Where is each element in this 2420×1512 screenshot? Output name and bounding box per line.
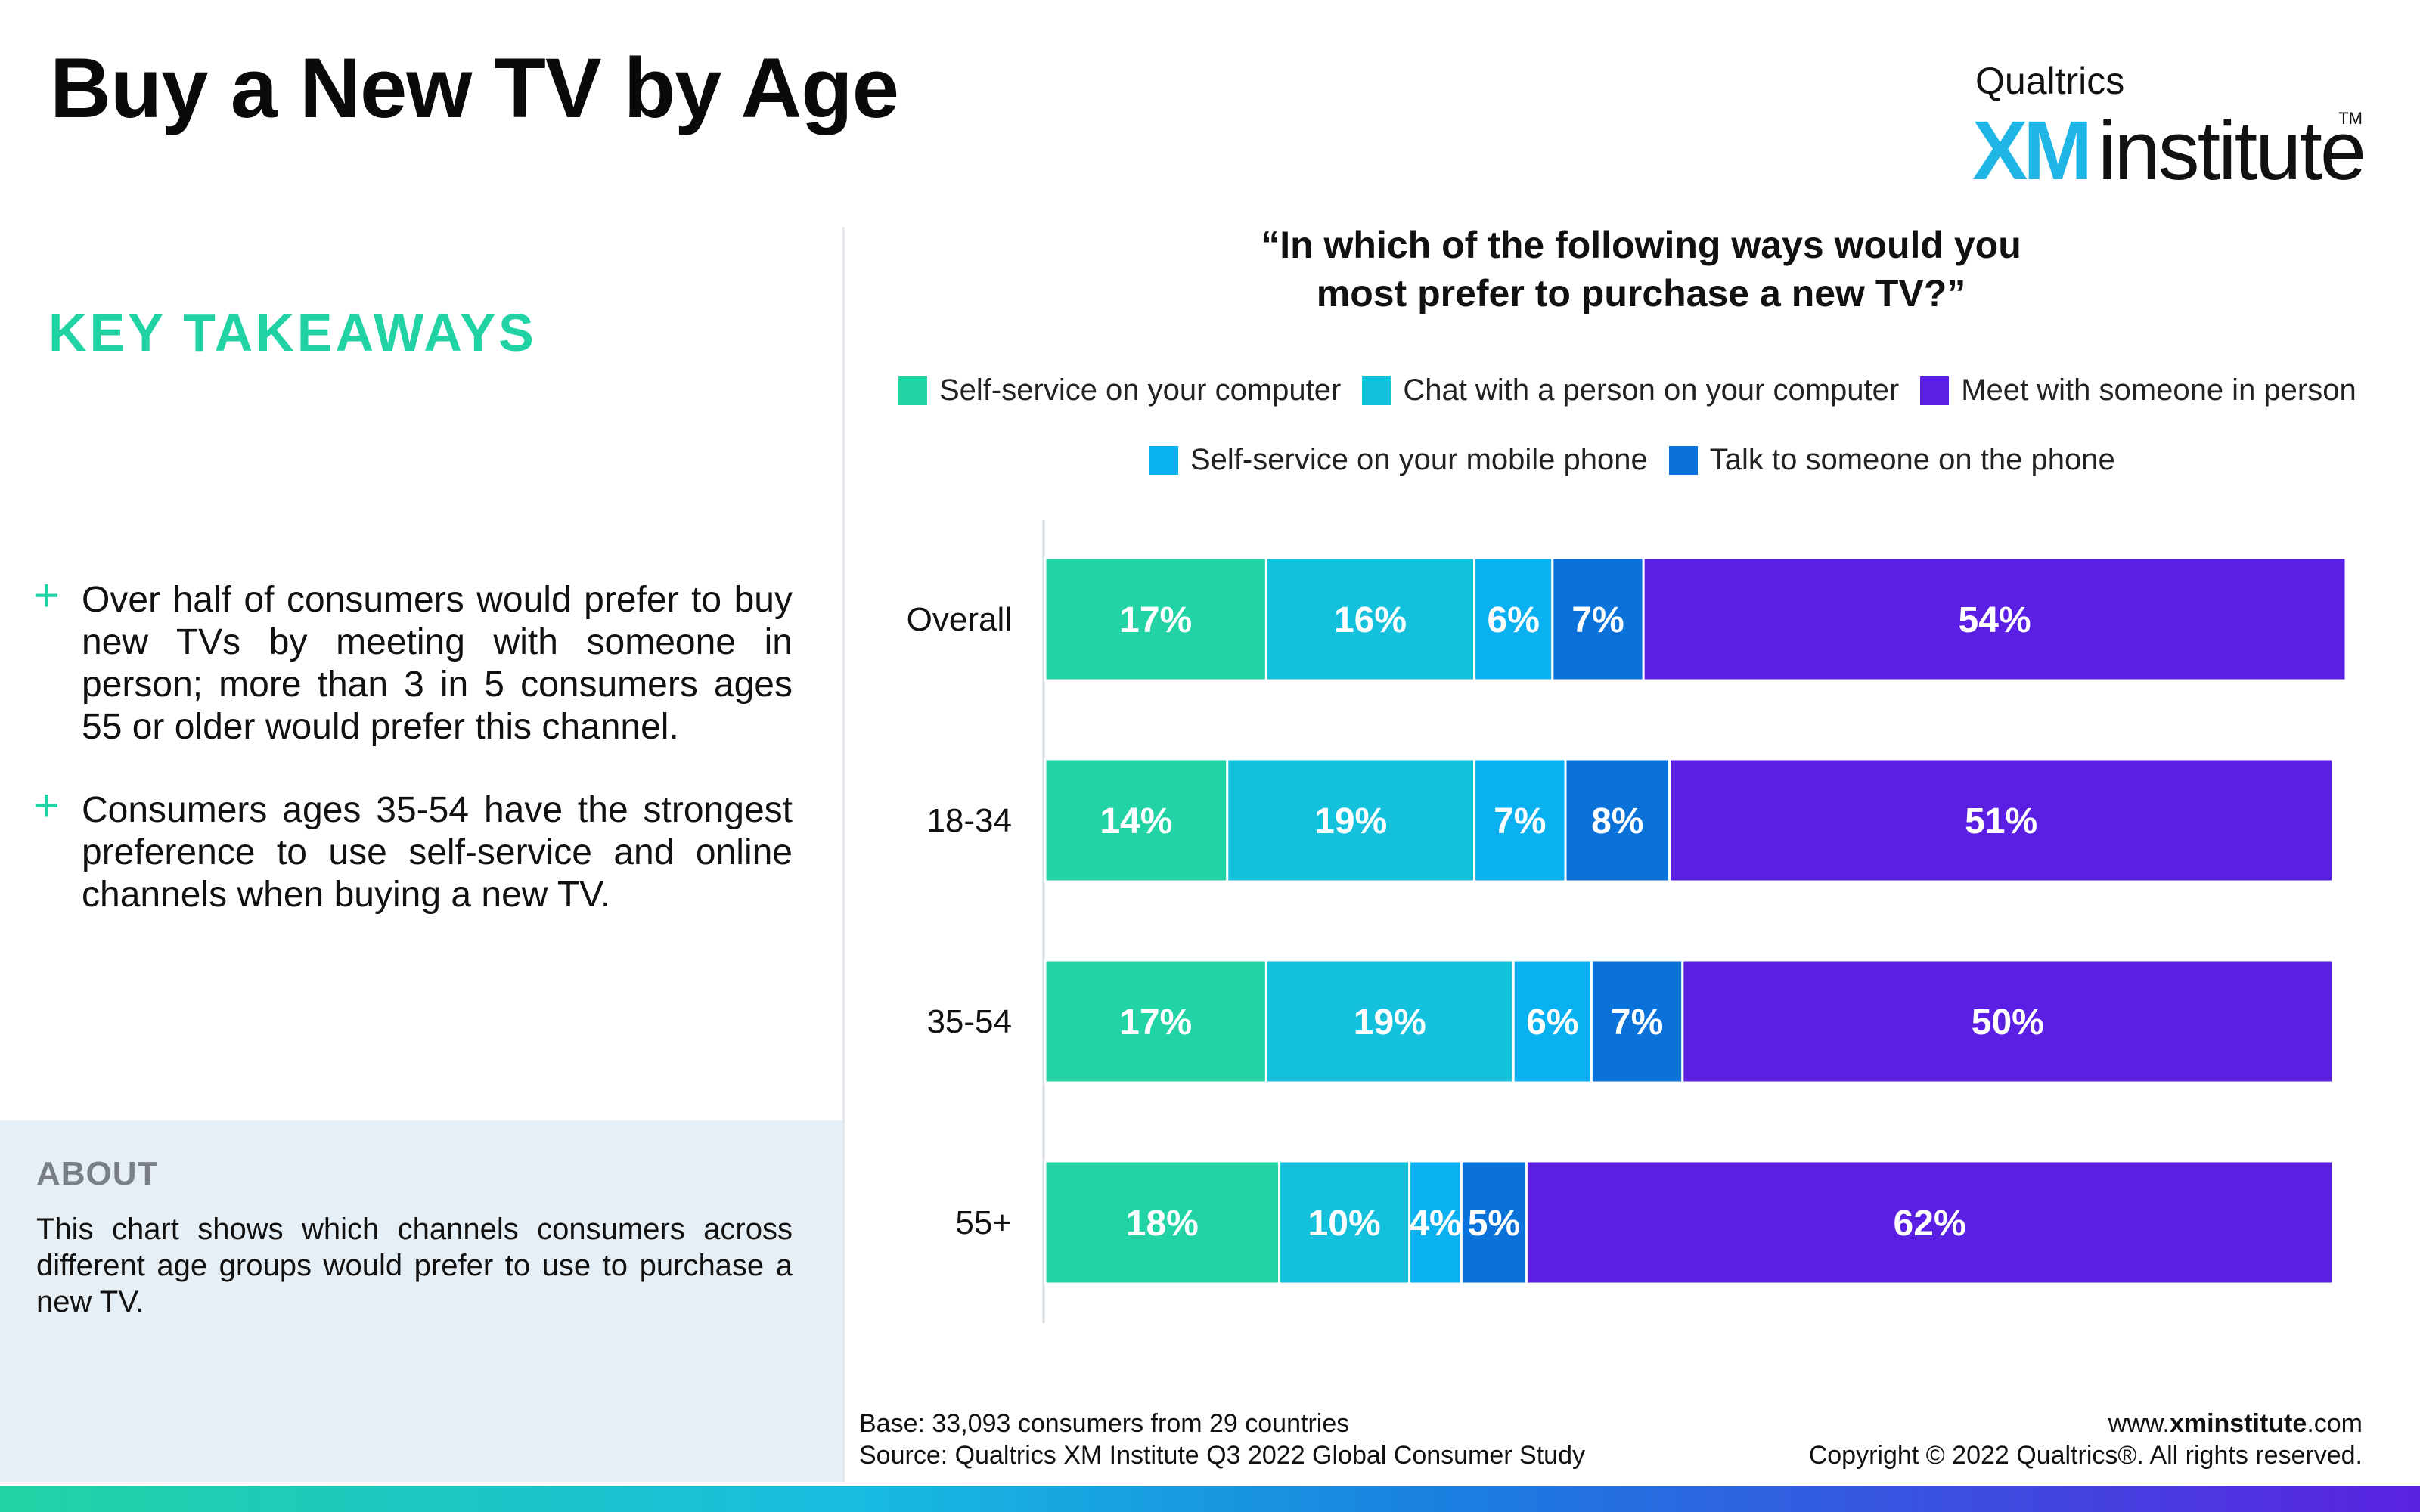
chart-legend-row: Self-service on your computer Chat with a… xyxy=(898,373,2378,407)
bar-segment xyxy=(1512,959,1593,1084)
legend-label: Talk to someone on the phone xyxy=(1709,443,2115,476)
category-label: 35-54 xyxy=(926,1003,1012,1040)
logo-tm: TM xyxy=(2338,109,2363,128)
logo-institute: institute xyxy=(2098,104,2366,197)
bar-value-label: 17% xyxy=(1119,1002,1192,1043)
logo-brand: Qualtrics xyxy=(1975,60,2125,102)
bar-value-label: 17% xyxy=(1119,600,1192,640)
takeaway-text: Consumers ages 35-54 have the strongest … xyxy=(82,790,793,915)
legend-item: Chat with a person on your computer xyxy=(1362,373,1899,407)
chart-title-line: “In which of the following ways would yo… xyxy=(1261,224,2021,266)
bar-segment xyxy=(1551,556,1645,682)
bar-value-label: 7% xyxy=(1611,1002,1663,1043)
category-label: Overall xyxy=(907,601,1012,638)
bar-value-label: 4% xyxy=(1409,1204,1461,1244)
plus-icon: + xyxy=(33,570,60,621)
bar-value-label: 54% xyxy=(1959,600,2031,640)
legend-item: Talk to someone on the phone xyxy=(1668,443,2115,477)
bar-value-label: 19% xyxy=(1354,1002,1426,1043)
bar-value-label: 50% xyxy=(1972,1002,2044,1043)
bar-segment xyxy=(1460,1160,1528,1285)
stacked-bar-chart: Overall 17% 16% 6% 7% 54% 18-34 14% 19% 7% 8% 51% 35… xyxy=(907,520,2347,1323)
category-label: 18-34 xyxy=(926,802,1012,839)
logo-xm: XM xyxy=(1972,104,2093,197)
key-takeaways-heading: KEY TAKEAWAYS xyxy=(48,303,537,362)
bar-value-label: 6% xyxy=(1488,600,1540,640)
bar-segment xyxy=(1668,758,2335,883)
legend-label: Self-service on your mobile phone xyxy=(1190,443,1648,476)
about-heading: ABOUT xyxy=(36,1155,159,1192)
about-panel xyxy=(0,1120,842,1482)
bar-value-label: 14% xyxy=(1100,801,1172,841)
legend-swatch xyxy=(898,376,927,405)
bottom-gradient-strip xyxy=(0,1486,2420,1512)
bar-segment xyxy=(1408,1160,1463,1285)
xm-institute-logo: Qualtrics XM institute TM xyxy=(1969,59,2366,197)
footer-base: Base: 33,093 consumers from 29 countries xyxy=(859,1409,1350,1438)
bar-segment xyxy=(1590,959,1684,1084)
bar-segment xyxy=(1044,758,1229,883)
legend-swatch xyxy=(1150,445,1178,475)
about-text: This chart shows which channels consumer… xyxy=(36,1213,793,1318)
footer-source: Base: 33,093 consumers from 29 countries… xyxy=(859,1408,1585,1471)
legend-swatch xyxy=(1362,376,1392,405)
category-label: 55+ xyxy=(955,1204,1012,1241)
footer-copyright: www.xminstitute.com Copyright © 2022 Qua… xyxy=(1809,1408,2363,1471)
chart-title: “In which of the following ways would yo… xyxy=(1134,221,2148,318)
bar-value-label: 16% xyxy=(1334,600,1407,640)
bar-segment xyxy=(1681,959,2335,1084)
bar-segment xyxy=(1264,556,1476,682)
chart-title-line: most prefer to purchase a new TV?” xyxy=(1316,272,1966,314)
legend-swatch xyxy=(1668,445,1698,475)
page-title: Buy a New TV by Age xyxy=(50,41,899,135)
takeaway-text: Over half of consumers would prefer to b… xyxy=(82,580,793,747)
plus-icon: + xyxy=(33,780,60,831)
bar-value-label: 5% xyxy=(1468,1204,1520,1244)
bar-segment xyxy=(1564,758,1671,883)
bar-value-label: 7% xyxy=(1571,600,1624,640)
legend-label: Meet with someone in person xyxy=(1961,373,2356,407)
bar-segment xyxy=(1642,556,2347,682)
bar-value-label: 6% xyxy=(1526,1002,1578,1043)
bar-value-label: 62% xyxy=(1894,1204,1966,1244)
bar-value-label: 7% xyxy=(1494,801,1546,841)
bar-segment xyxy=(1473,556,1554,682)
bar-value-label: 10% xyxy=(1308,1204,1381,1244)
bar-value-label: 18% xyxy=(1126,1204,1199,1244)
legend-item: Meet with someone in person xyxy=(1920,373,2356,407)
footer-website[interactable]: www.xminstitute.com xyxy=(2108,1409,2363,1438)
legend-label: Chat with a person on your computer xyxy=(1403,373,1900,407)
bar-value-label: 51% xyxy=(1965,801,2037,841)
panel-divider xyxy=(842,227,845,1482)
bar-segment xyxy=(1044,556,1267,682)
bar-segment xyxy=(1044,959,1267,1084)
legend-label: Self-service on your computer xyxy=(939,373,1342,407)
bar-segment xyxy=(1264,959,1515,1084)
footer-source-text: Source: Qualtrics XM Institute Q3 2022 G… xyxy=(859,1441,1586,1470)
bar-segment xyxy=(1525,1160,2335,1285)
takeaway-item: + Consumers ages 35-54 have the stronges… xyxy=(33,783,793,916)
takeaway-item: + Over half of consumers would prefer to… xyxy=(33,573,793,748)
legend-swatch xyxy=(1920,376,1950,405)
chart-legend-row: Self-service on your mobile phone Talk to… xyxy=(1150,443,2136,477)
footer-copyright-text: Copyright © 2022 Qualtrics®. All rights … xyxy=(1808,1441,2363,1470)
legend-item: Self-service on your computer xyxy=(898,373,1341,407)
bar-value-label: 8% xyxy=(1591,801,1643,841)
legend-item: Self-service on your mobile phone xyxy=(1150,443,1648,477)
bar-value-label: 19% xyxy=(1314,801,1387,841)
